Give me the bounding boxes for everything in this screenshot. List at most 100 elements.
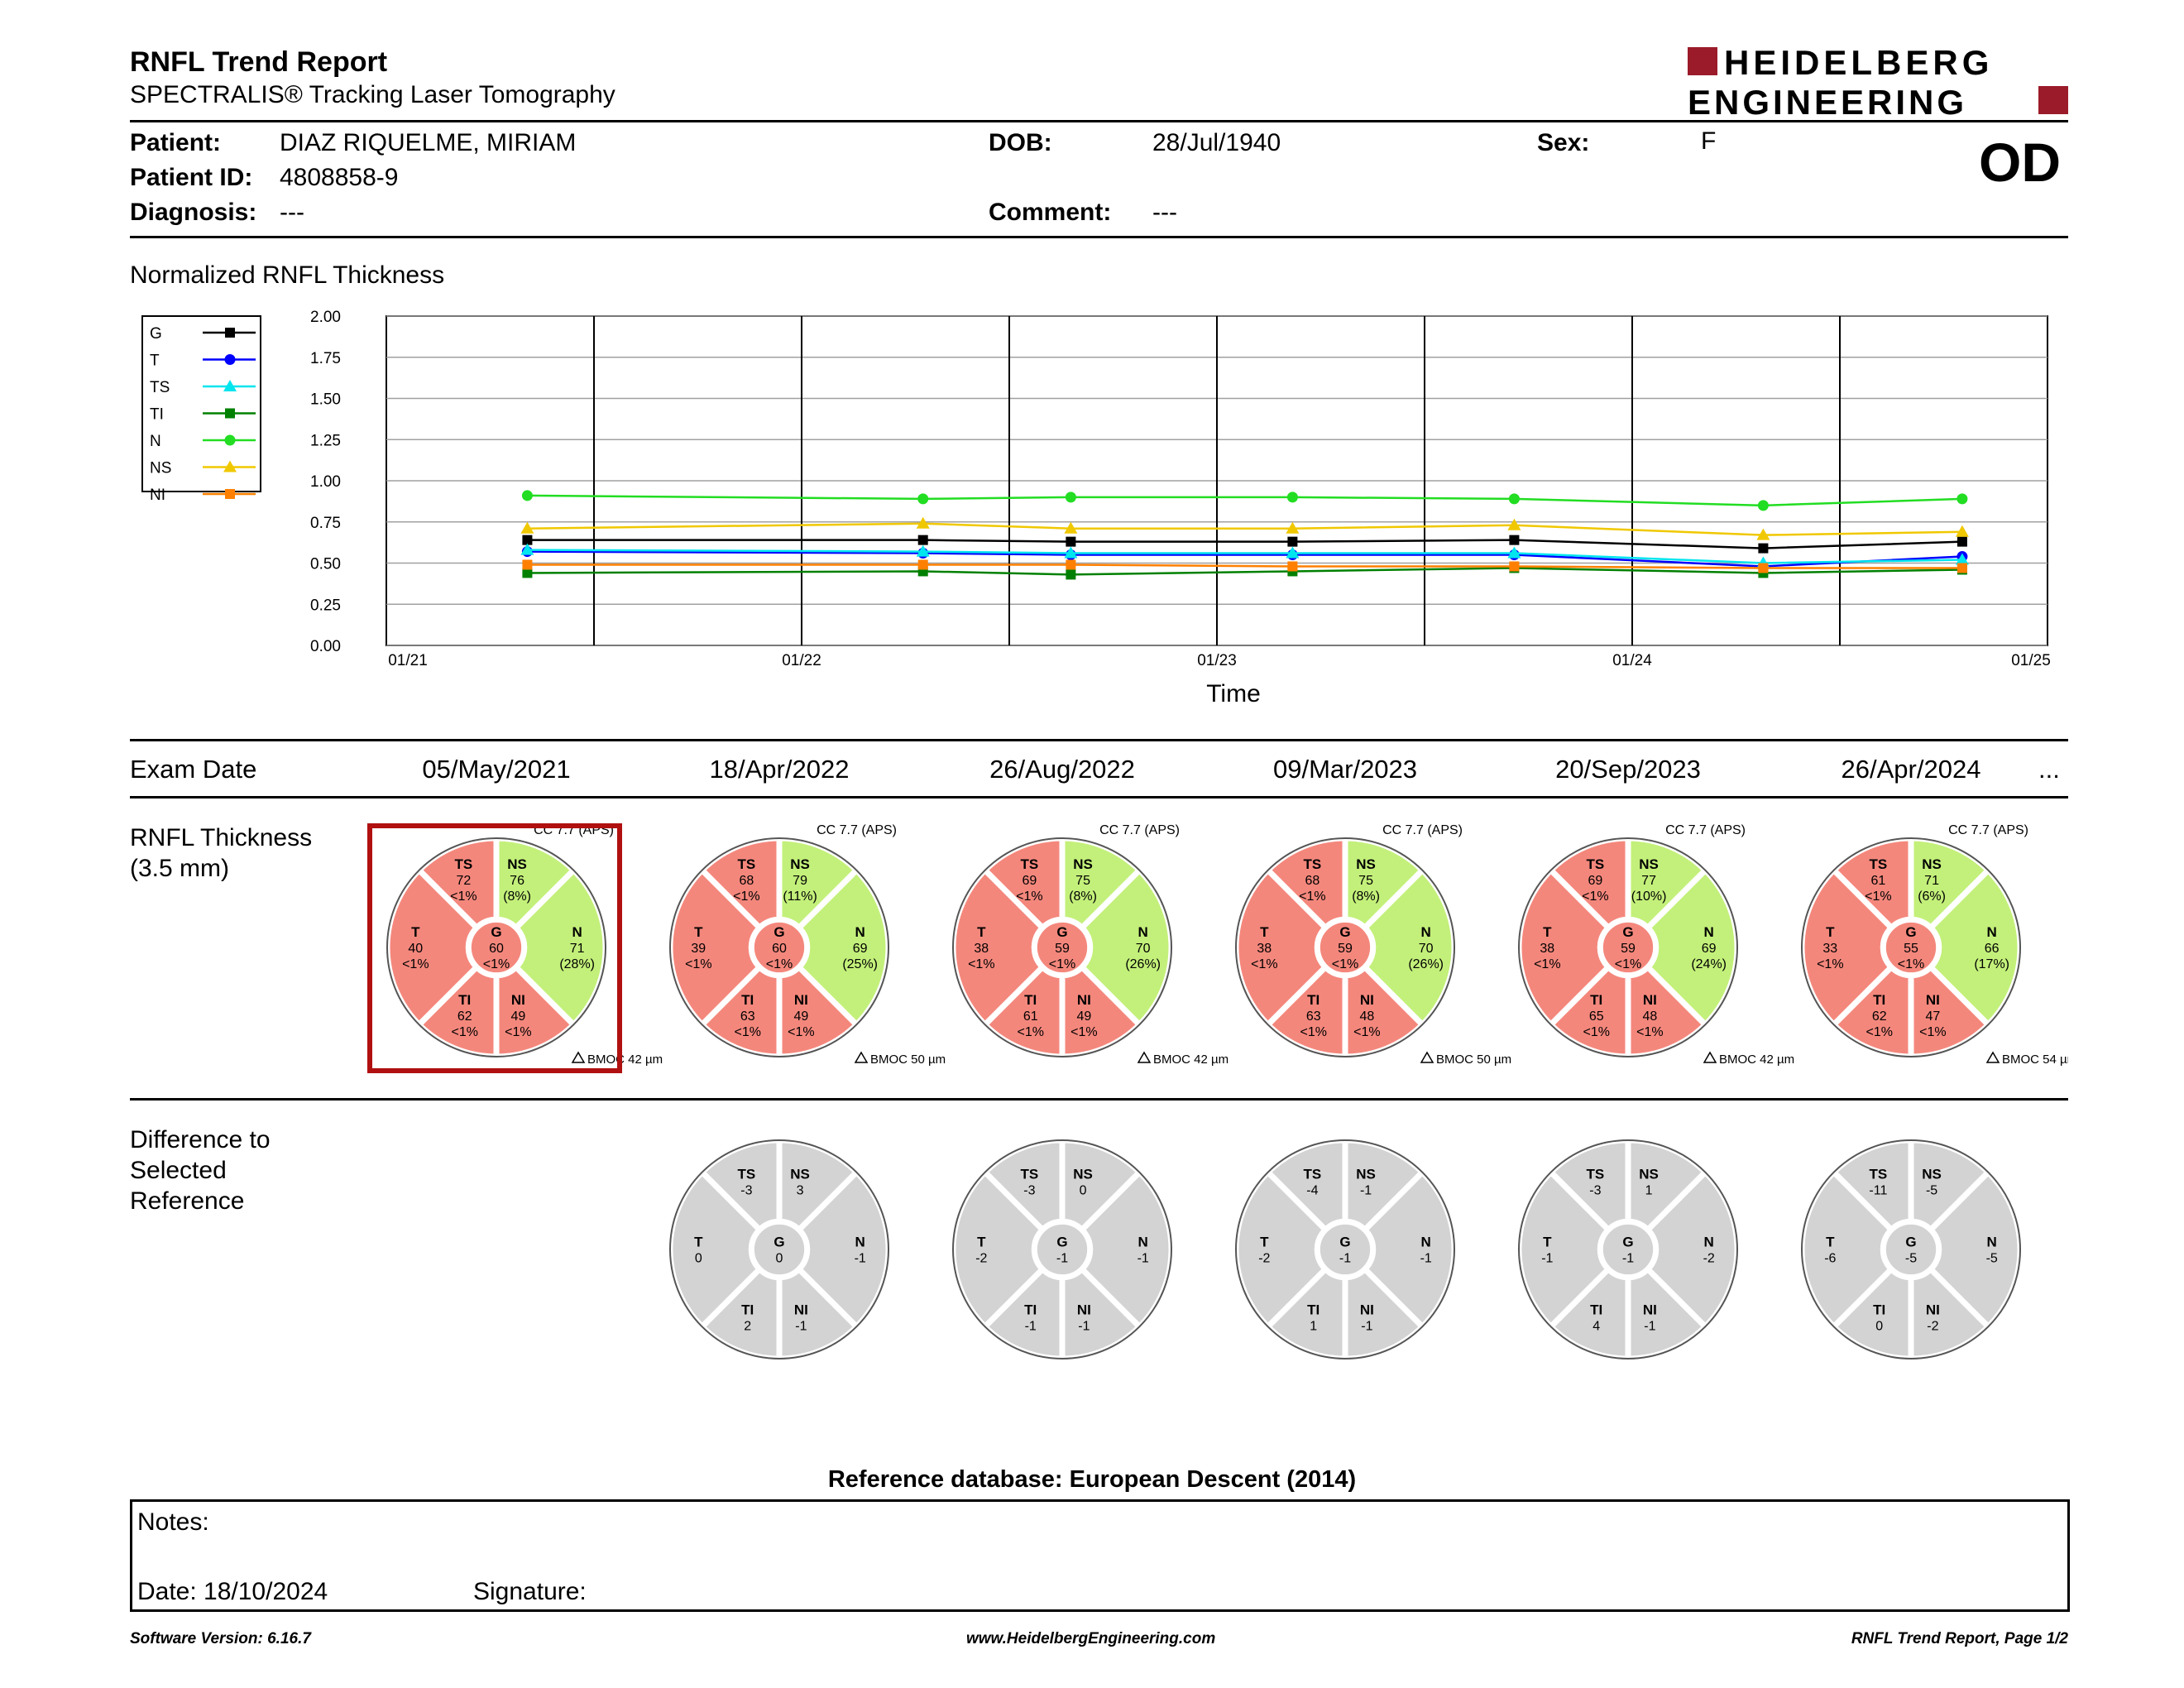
sector-ns-text-1: 75 xyxy=(1075,874,1090,888)
sector-g-text-1: 59 xyxy=(1338,942,1353,956)
cc-label-2: CC 7.7 (APS) xyxy=(817,823,897,837)
data-point-ns xyxy=(1756,528,1770,540)
x-tick-label: 01/21 xyxy=(388,652,428,669)
data-point-ts xyxy=(916,544,930,557)
data-point-n xyxy=(521,490,533,501)
sector-n-text-1: 69 xyxy=(1702,942,1717,956)
sector-g xyxy=(1597,916,1660,979)
sector-ns-text-1: 71 xyxy=(1924,874,1939,888)
data-point-g xyxy=(1758,543,1769,554)
sector-g xyxy=(1031,916,1094,979)
sector-ns-text-1: 3 xyxy=(797,1184,804,1198)
y-tick-label: 1.25 xyxy=(310,432,341,449)
bmoc-label-2: BMOC 50 µm xyxy=(870,1053,946,1067)
sector-ts-text-1: 69 xyxy=(1023,874,1037,888)
sector-ns-text-0: NS xyxy=(1073,1167,1093,1182)
exam-date-4[interactable]: 09/Mar/2023 xyxy=(1272,755,1418,784)
sector-t-text-0: T xyxy=(977,1235,986,1250)
sector-t-text-0: T xyxy=(1260,924,1269,940)
cc-label-6: CC 7.7 (APS) xyxy=(1948,823,2028,837)
website-link[interactable]: www.HeidelbergEngineering.com xyxy=(966,1630,1216,1647)
sector-n-text-1: -1 xyxy=(855,1252,866,1266)
y-tick-label: 0.00 xyxy=(310,638,341,655)
exam-date-6[interactable]: 26/Apr/2024 xyxy=(1841,755,1981,784)
sector-n-text-0: N xyxy=(855,1235,865,1250)
sector-ts-text-1: 61 xyxy=(1871,874,1886,888)
sector-ns-text-1: 79 xyxy=(793,874,807,888)
sector-ts-text-0: TS xyxy=(1021,1167,1039,1182)
sector-n-text-0: N xyxy=(1987,924,1997,940)
sector-ni-text-2: <1% xyxy=(505,1025,531,1039)
exam-date-5[interactable]: 20/Sep/2023 xyxy=(1555,755,1701,784)
exam-date-3[interactable]: 26/Aug/2022 xyxy=(989,755,1135,784)
y-tick-label: 0.25 xyxy=(310,597,341,614)
sector-ni-text-0: NI xyxy=(794,992,808,1008)
sector-ns-text-0: NS xyxy=(1356,1167,1376,1182)
sector-ni-text-2: <1% xyxy=(1353,1025,1380,1039)
sector-ns-text-0: NS xyxy=(790,856,810,872)
sector-g-text-2: <1% xyxy=(1615,957,1641,971)
legend-box xyxy=(141,315,261,492)
sector-g-text-0: G xyxy=(1339,924,1350,940)
sector-ns-text-0: NS xyxy=(1639,856,1659,872)
sector-ti-text-0: TI xyxy=(1590,992,1602,1008)
sector-ni-text-1: -1 xyxy=(1644,1319,1655,1333)
sector-t-text-0: T xyxy=(694,1235,703,1250)
sector-n-text-1: 66 xyxy=(1985,942,2000,956)
sector-ts-text-1: 72 xyxy=(457,874,472,888)
sector-t-text-1: -2 xyxy=(975,1252,987,1266)
notes-box[interactable]: Notes: Date: 18/10/2024 Signature: xyxy=(130,1499,2070,1612)
data-point-ni xyxy=(522,559,533,570)
sector-ns-text-2: (8%) xyxy=(1069,890,1097,904)
sector-ns-text-1: -5 xyxy=(1926,1184,1937,1198)
more-exams-indicator[interactable]: ... xyxy=(2038,755,2060,784)
sector-ts-text-2: <1% xyxy=(733,890,759,904)
sector-n-text-0: N xyxy=(1138,924,1148,940)
sector-t-text-1: 33 xyxy=(1822,942,1837,956)
circle-outline xyxy=(1235,837,1455,1057)
sector-g-text-0: G xyxy=(774,924,784,940)
bmoc-label-4: BMOC 50 µm xyxy=(1436,1053,1511,1067)
sector-ti-text-0: TI xyxy=(741,992,754,1008)
sector-ns-text-0: NS xyxy=(1073,856,1093,872)
sector-ns-text-1: -1 xyxy=(1360,1184,1372,1198)
circle-outline xyxy=(669,837,889,1057)
circle-outline xyxy=(1518,1139,1738,1360)
exam-date-1[interactable]: 05/May/2021 xyxy=(422,755,571,784)
cc-label-5: CC 7.7 (APS) xyxy=(1665,823,1746,837)
sector-t-text-1: -6 xyxy=(1824,1252,1836,1266)
sector-g-text-1: 60 xyxy=(772,942,787,956)
sex-label: Sex: xyxy=(1537,129,1590,156)
sector-ni-text-0: NI xyxy=(1360,992,1374,1008)
sector-n-text-2: (25%) xyxy=(842,957,878,971)
sector-n-text-0: N xyxy=(1987,1235,1997,1250)
exam-date-2[interactable]: 18/Apr/2022 xyxy=(709,755,850,784)
sector-ti-text-2: <1% xyxy=(734,1025,760,1039)
difference-label: Difference to Selected Reference xyxy=(130,1126,271,1215)
sector-ti-text-1: 63 xyxy=(1306,1009,1321,1024)
sector-g-text-1: -1 xyxy=(1622,1252,1634,1266)
sector-ti-text-2: <1% xyxy=(451,1025,477,1039)
thickness-circle-6: G55<1%N66(17%)NS71(6%)TS61<1%T33<1%TI62<… xyxy=(1798,835,2024,1060)
sector-g-text-1: 55 xyxy=(1904,942,1918,956)
legend-label-ts: TS xyxy=(150,379,170,396)
sector-ni-text-1: 48 xyxy=(1643,1009,1658,1024)
sector-n-text-0: N xyxy=(572,924,582,940)
sector-g xyxy=(1880,1218,1942,1281)
sector-t-text-0: T xyxy=(1543,924,1552,940)
sector-t-text-1: -1 xyxy=(1541,1252,1553,1266)
sector-ns-text-1: 75 xyxy=(1358,874,1373,888)
sector-ts-text-0: TS xyxy=(1304,1167,1322,1182)
sector-n-text-0: N xyxy=(1704,1235,1714,1250)
sector-ts-text-0: TS xyxy=(1587,1167,1605,1182)
sector-t-text-2: <1% xyxy=(685,957,711,971)
sector-g xyxy=(1880,916,1942,979)
sector-t-text-1: -2 xyxy=(1258,1252,1270,1266)
difference-circle-5: G -5 N -5 NS -5 TS -11 T -6 TI 0 NI -2 xyxy=(1798,1137,2024,1362)
sector-ni-text-1: 49 xyxy=(1077,1009,1092,1024)
selected-reference-frame xyxy=(367,823,622,1073)
cc-label-4: CC 7.7 (APS) xyxy=(1382,823,1463,837)
sector-ts-text-0: TS xyxy=(1587,856,1605,872)
legend-label-ni: NI xyxy=(150,487,165,504)
sector-ti-text-1: 4 xyxy=(1592,1319,1600,1333)
